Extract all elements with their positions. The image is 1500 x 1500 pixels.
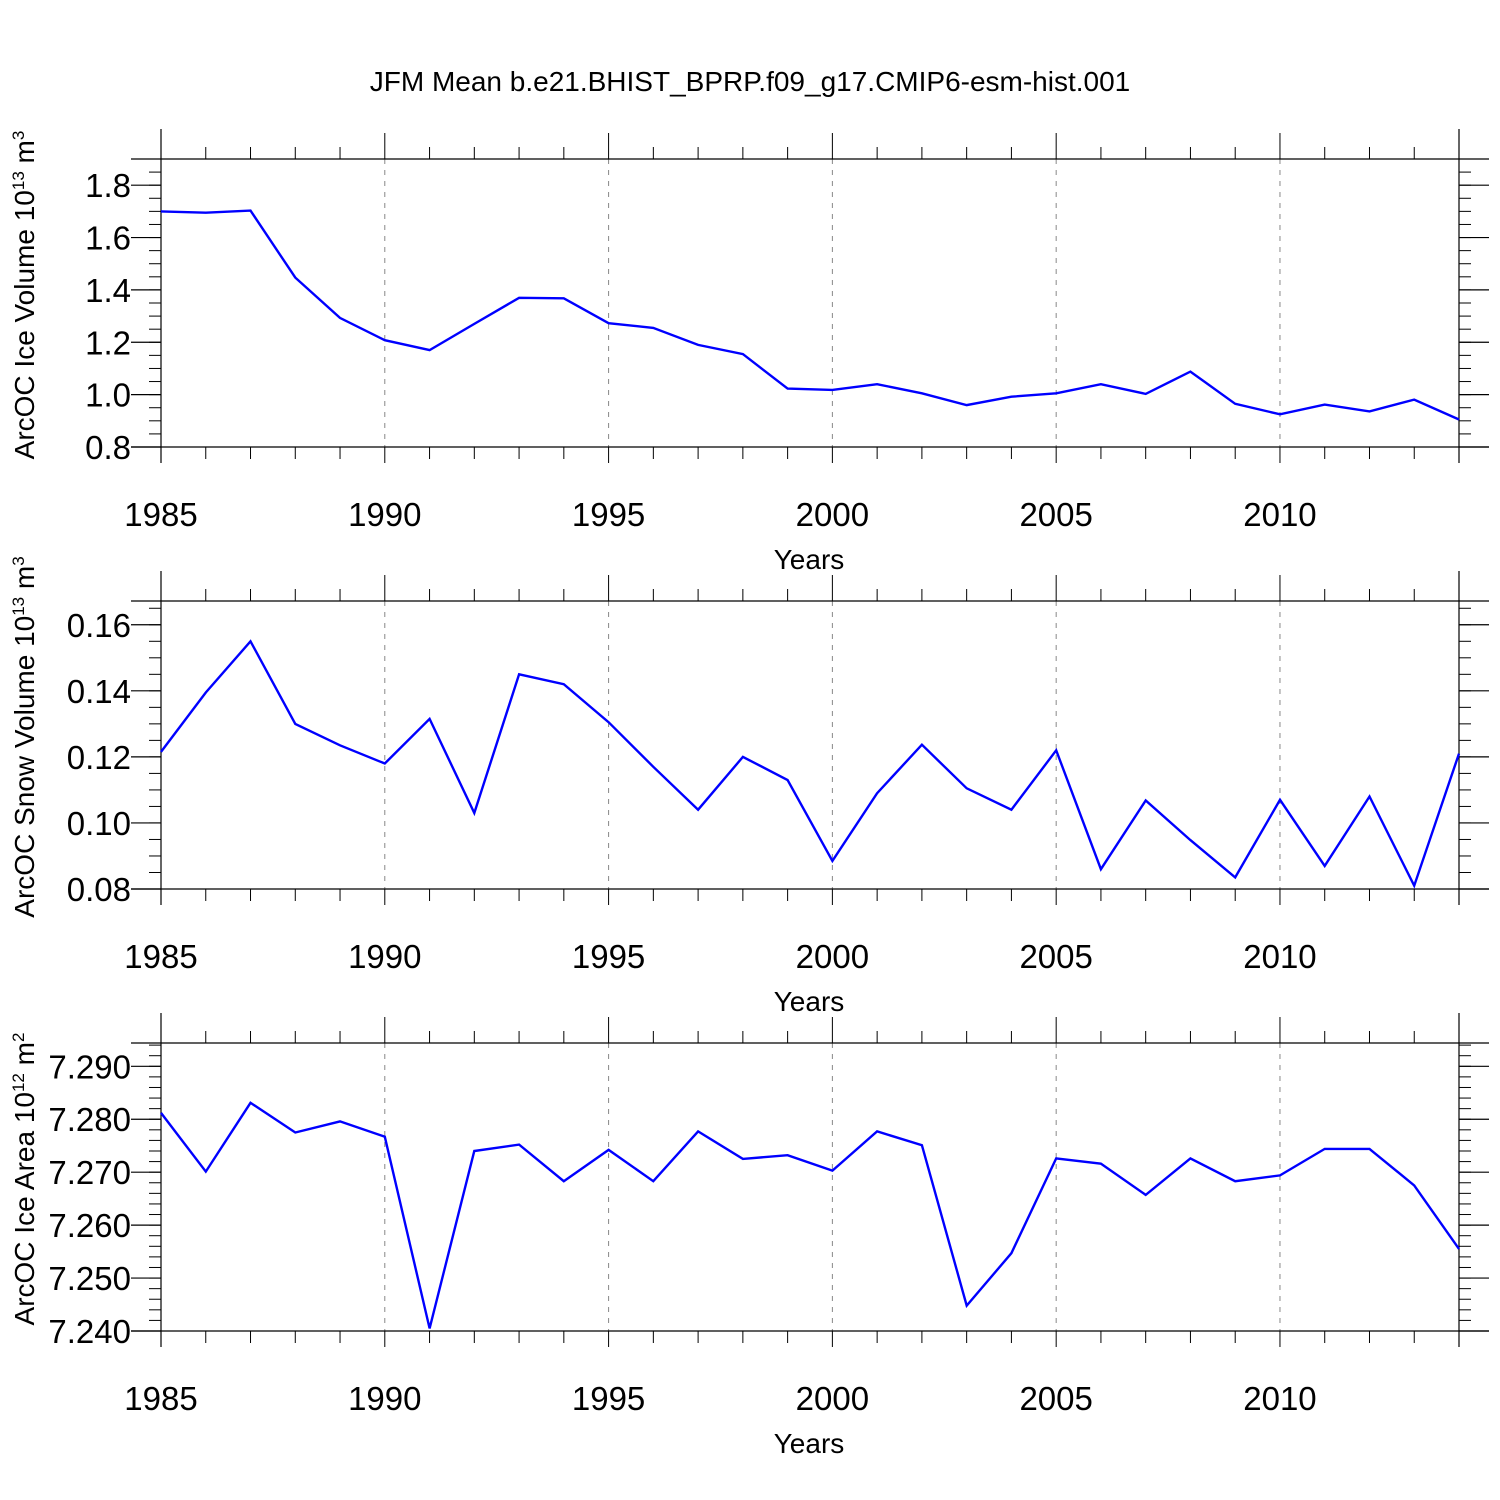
x-tick-label: 2010 [1243, 496, 1316, 533]
y-tick-label: 7.280 [48, 1101, 131, 1138]
series-line [160, 1101, 1460, 1329]
y-axis-label: ArcOC Snow Volume 1013 m3 [9, 556, 40, 917]
x-tick-label: 1990 [348, 1380, 421, 1417]
y-tick-label: 7.250 [48, 1260, 131, 1297]
y-tick-label: 0.14 [67, 673, 131, 710]
y-axis-label-text: ArcOC Ice Volume 10 [9, 190, 40, 459]
panel-3: 7.240 7.250 7.260 7.270 7.280 7.290 1985 1990 19… [9, 1013, 1489, 1459]
y-axis-label-unit: m [9, 1042, 40, 1073]
x-tick-label: 2005 [1019, 1380, 1092, 1417]
y-tick-label: 7.240 [48, 1313, 131, 1350]
y-tick-label: 1.2 [85, 324, 131, 361]
y-axis-label-exponent: 13 [9, 597, 28, 616]
x-axis-label: Years [774, 1428, 845, 1459]
x-tick-label: 2000 [796, 1380, 869, 1417]
y-tick-label: 0.16 [67, 607, 131, 644]
y-tick-label: 0.12 [67, 739, 131, 776]
y-axis-label-exponent: 13 [9, 171, 28, 190]
x-tick-label: 1995 [572, 496, 645, 533]
x-tick-label: 1990 [348, 496, 421, 533]
y-tick-label: 7.260 [48, 1207, 131, 1244]
x-tick-label: 1985 [124, 496, 197, 533]
x-tick-label: 2010 [1243, 938, 1316, 975]
y-tick-label: 1.4 [85, 272, 131, 309]
y-tick-label: 1.6 [85, 220, 131, 257]
y-axis-label-unit-exponent: 3 [9, 556, 28, 565]
panel-1: 0.8 1.0 1.2 1.4 1.6 1.8 1985 1990 1995 2000 2005 20… [9, 129, 1489, 575]
x-tick-label: 2005 [1019, 938, 1092, 975]
y-axis-label: ArcOC Ice Area 1012 m2 [9, 1033, 40, 1326]
y-axis-label-unit-exponent: 3 [9, 131, 28, 140]
x-tick-label: 1995 [572, 938, 645, 975]
y-axis-label-text: ArcOC Snow Volume 10 [9, 616, 40, 918]
y-axis-label-exponent: 12 [9, 1073, 28, 1092]
y-axis-label-unit: m [9, 140, 40, 171]
x-tick-label: 1985 [124, 1380, 197, 1417]
x-tick-label: 1985 [124, 938, 197, 975]
y-axis-label-unit-exponent: 2 [9, 1033, 28, 1042]
y-tick-label: 1.0 [85, 377, 131, 414]
x-tick-label: 2000 [796, 938, 869, 975]
x-axis-label: Years [774, 544, 845, 575]
y-tick-label: 0.8 [85, 429, 131, 466]
chart-title: JFM Mean b.e21.BHIST_BPRP.f09_g17.CMIP6-… [370, 66, 1131, 97]
y-tick-label: 0.08 [67, 871, 131, 908]
panel-2: 0.08 0.10 0.12 0.14 0.16 1985 1990 1995 2000 2005… [9, 556, 1489, 1017]
series-line [160, 639, 1461, 889]
y-tick-label: 0.10 [67, 805, 131, 842]
x-tick-label: 1995 [572, 1380, 645, 1417]
x-tick-label: 2010 [1243, 1380, 1316, 1417]
x-tick-label: 2000 [796, 496, 869, 533]
y-axis-label-unit: m [9, 566, 40, 597]
y-axis-label-text: ArcOC Ice Area 10 [9, 1092, 40, 1325]
series-line [160, 209, 1460, 421]
x-tick-label: 2005 [1019, 496, 1092, 533]
x-axis-label: Years [774, 986, 845, 1017]
y-tick-label: 7.290 [48, 1048, 131, 1085]
y-tick-label: 1.8 [85, 167, 131, 204]
y-tick-label: 7.270 [48, 1154, 131, 1191]
x-tick-label: 1990 [348, 938, 421, 975]
y-axis-label: ArcOC Ice Volume 1013 m3 [9, 131, 40, 460]
